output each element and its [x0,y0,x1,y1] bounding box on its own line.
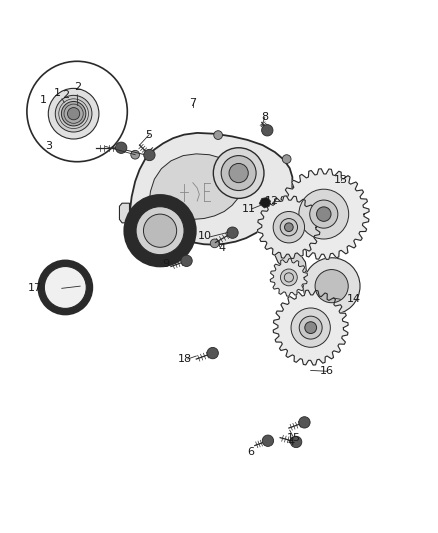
Circle shape [283,155,291,164]
Polygon shape [270,259,307,296]
Polygon shape [149,154,242,220]
Circle shape [317,207,331,221]
Circle shape [116,142,127,154]
Text: 8: 8 [261,112,268,122]
Circle shape [214,131,223,140]
Text: 2: 2 [74,83,81,93]
Circle shape [48,88,99,139]
Text: 1: 1 [40,95,47,104]
Circle shape [262,435,274,447]
Text: 4: 4 [219,243,226,253]
Text: 16: 16 [320,366,334,376]
Circle shape [207,348,219,359]
Text: 18: 18 [178,354,192,364]
Circle shape [284,273,293,282]
Polygon shape [120,203,130,223]
Circle shape [210,239,219,248]
Circle shape [181,255,192,266]
Circle shape [280,219,297,236]
Circle shape [131,150,140,159]
Polygon shape [146,238,182,247]
Text: 14: 14 [346,294,360,304]
Circle shape [124,195,196,266]
Text: 10: 10 [198,231,212,241]
Polygon shape [259,198,271,208]
Text: 11: 11 [242,204,256,214]
Text: 7: 7 [189,98,196,108]
Text: 4: 4 [287,437,295,447]
Circle shape [280,269,297,286]
Text: 5: 5 [145,130,152,140]
Text: 12: 12 [264,196,279,206]
Circle shape [144,149,155,160]
Polygon shape [273,290,348,365]
Circle shape [273,212,304,243]
Circle shape [38,261,92,314]
Circle shape [213,148,264,198]
Circle shape [286,215,295,224]
Text: 13: 13 [333,175,347,185]
Text: 9: 9 [162,260,170,269]
Text: 17: 17 [28,284,42,293]
Circle shape [55,95,92,132]
Polygon shape [130,133,292,245]
Text: 6: 6 [247,447,254,457]
Circle shape [290,437,302,448]
Circle shape [291,308,330,348]
Circle shape [305,322,317,334]
Circle shape [67,108,80,120]
Text: 1: 1 [53,88,60,98]
Text: 15: 15 [287,433,301,442]
Circle shape [299,189,349,239]
Polygon shape [258,196,320,259]
Circle shape [310,200,338,228]
Circle shape [303,258,360,314]
Polygon shape [271,211,306,275]
Circle shape [285,223,293,231]
Text: 2: 2 [62,90,69,100]
Circle shape [299,316,322,339]
Circle shape [299,417,310,428]
Circle shape [315,270,348,303]
Circle shape [61,101,86,126]
Circle shape [261,125,273,136]
Circle shape [221,156,256,190]
Circle shape [44,266,86,309]
Circle shape [227,227,238,238]
Circle shape [229,164,248,183]
Circle shape [144,214,177,247]
Circle shape [136,207,184,255]
Polygon shape [279,169,369,260]
Text: 3: 3 [45,141,52,151]
